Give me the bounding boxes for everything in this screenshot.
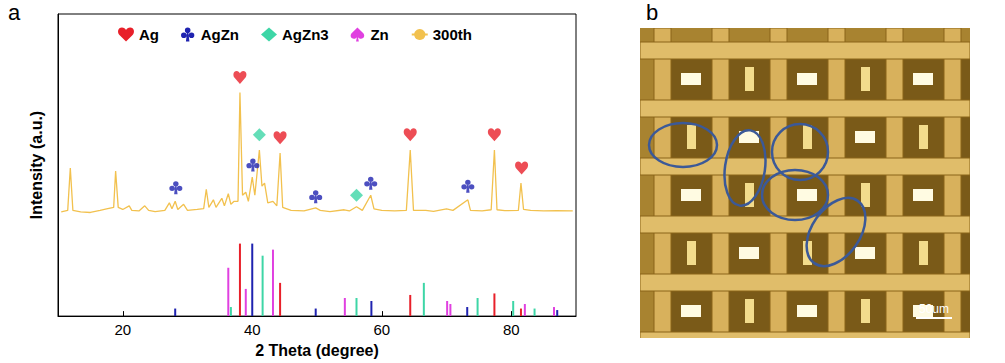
html-text:b: b: [646, 0, 659, 25]
svg-text:40: 40: [244, 321, 261, 338]
svg-text:2 Theta (degree): 2 Theta (degree): [255, 342, 379, 359]
svg-text:Zn: Zn: [370, 26, 388, 43]
svg-text:Intensity (a.u.): Intensity (a.u.): [28, 111, 45, 219]
svg-text:Ag: Ag: [139, 26, 159, 43]
svg-text:AgZn: AgZn: [201, 26, 239, 43]
svg-text:20: 20: [114, 321, 131, 338]
svg-text:50um: 50um: [919, 302, 949, 316]
svg-text:60: 60: [373, 321, 390, 338]
html-text:a: a: [8, 0, 21, 25]
svg-text:AgZn3: AgZn3: [282, 26, 329, 43]
svg-text:80: 80: [503, 321, 520, 338]
svg-text:300th: 300th: [433, 26, 472, 43]
